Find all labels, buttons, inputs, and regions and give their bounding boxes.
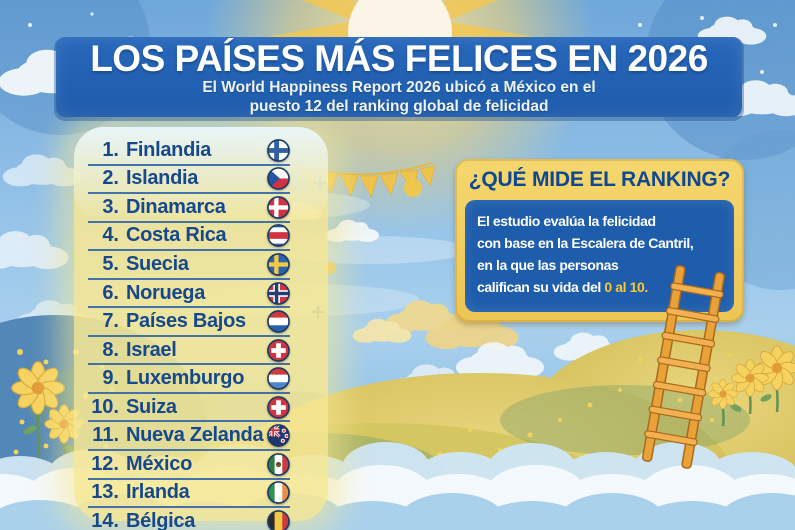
irlanda-flag-icon bbox=[267, 481, 290, 505]
scale-highlight: 0 al 10. bbox=[604, 279, 648, 295]
info-line: califican su vida del 0 al 10. bbox=[477, 276, 722, 298]
nueva-zelanda-flag-icon bbox=[267, 424, 290, 448]
ranking-row-4: 4. Costa Rica bbox=[88, 223, 290, 252]
country-name: Irlanda bbox=[126, 481, 190, 504]
paises-bajos-flag-icon bbox=[267, 310, 290, 333]
ranking-row-12: 12. México bbox=[88, 451, 290, 480]
country-name: Nueva Zelanda bbox=[126, 424, 264, 447]
islandia-flag-icon bbox=[267, 167, 290, 191]
ranking-row-13: 13. Irlanda bbox=[88, 480, 290, 509]
ranking-row-10: 10. Suiza bbox=[88, 394, 290, 423]
ranking-row-5: 5. Suecia bbox=[88, 251, 290, 280]
mexico-flag-icon bbox=[267, 452, 290, 476]
info-box-heading: ¿QUÉ MIDE EL RANKING? bbox=[468, 168, 731, 191]
suiza-flag-icon bbox=[267, 395, 290, 419]
rank-number: 14. bbox=[91, 509, 119, 530]
country-name: Suiza bbox=[126, 395, 177, 418]
info-box: ¿QUÉ MIDE EL RANKING? El estudio evalúa … bbox=[455, 159, 744, 322]
info-line: con base en la Escalera de Cantril, bbox=[477, 235, 694, 251]
ranking-row-2: 2. Islandia bbox=[88, 166, 290, 195]
rank-number: 11. bbox=[92, 424, 119, 447]
ranking-row-8: 8. Israel bbox=[88, 337, 290, 366]
title-banner: LOS PAÍSES MÁS FELICES EN 2026 El World … bbox=[56, 37, 742, 117]
rank-number: 8. bbox=[102, 338, 119, 361]
costa-rica-flag-icon bbox=[267, 224, 290, 248]
subtitle-line-1: El World Happiness Report 2026 ubicó a M… bbox=[202, 79, 596, 96]
country-name: México bbox=[126, 452, 193, 475]
rank-number: 2. bbox=[102, 167, 119, 190]
suecia-flag-icon bbox=[267, 253, 290, 276]
rank-number: 4. bbox=[102, 224, 119, 247]
rank-number: 6. bbox=[102, 281, 119, 304]
ranking-row-7: 7. Países Bajos bbox=[88, 308, 290, 337]
belgica-flag-icon bbox=[267, 510, 290, 530]
country-name: Luxemburgo bbox=[126, 367, 245, 390]
country-name: Países Bajos bbox=[126, 310, 246, 333]
country-name: Suecia bbox=[126, 252, 189, 275]
ranking-list: 1. Finlandia 2. Islandia 3. Dinamarca 4. Costa … bbox=[88, 137, 290, 530]
ranking-row-6: 6. Noruega bbox=[88, 280, 290, 309]
ranking-row-3: 3. Dinamarca bbox=[88, 194, 290, 223]
luxemburgo-flag-icon bbox=[267, 367, 290, 390]
israel-flag-icon bbox=[267, 338, 290, 362]
rank-number: 13. bbox=[91, 481, 119, 504]
dinamarca-flag-icon bbox=[267, 196, 290, 219]
rank-number: 12. bbox=[91, 452, 119, 475]
subtitle-line-2: puesto 12 del ranking global de felicida… bbox=[249, 97, 549, 115]
country-name: Finlandia bbox=[126, 138, 212, 161]
info-line-prefix: califican su vida del bbox=[477, 279, 601, 295]
country-name: Islandia bbox=[126, 167, 199, 190]
country-name: Israel bbox=[126, 338, 177, 361]
ranking-row-11: 11. Nueva Zelanda bbox=[88, 422, 290, 452]
rank-number: 9. bbox=[102, 367, 119, 390]
ranking-row-9: 9. Luxemburgo bbox=[88, 365, 290, 394]
country-name: Noruega bbox=[126, 281, 206, 304]
page-title: LOS PAÍSES MÁS FELICES EN 2026 bbox=[90, 38, 708, 79]
ranking-row-1: 1. Finlandia bbox=[88, 137, 290, 166]
country-name: Dinamarca bbox=[126, 195, 226, 218]
rank-number: 5. bbox=[102, 252, 119, 275]
ranking-row-14: 14. Bélgica bbox=[88, 508, 290, 530]
finlandia-flag-icon bbox=[267, 138, 290, 162]
info-line: en la que las personas bbox=[477, 257, 619, 273]
rank-number: 3. bbox=[102, 195, 119, 218]
country-name: Bélgica bbox=[126, 509, 196, 530]
country-name: Costa Rica bbox=[126, 224, 227, 247]
noruega-flag-icon bbox=[267, 281, 290, 305]
info-box-body: El estudio evalúa la felicidad con base … bbox=[465, 200, 734, 312]
rank-number: 1. bbox=[102, 138, 119, 161]
rank-number: 10. bbox=[91, 395, 119, 418]
info-line: El estudio evalúa la felicidad bbox=[477, 213, 656, 229]
rank-number: 7. bbox=[102, 310, 119, 333]
